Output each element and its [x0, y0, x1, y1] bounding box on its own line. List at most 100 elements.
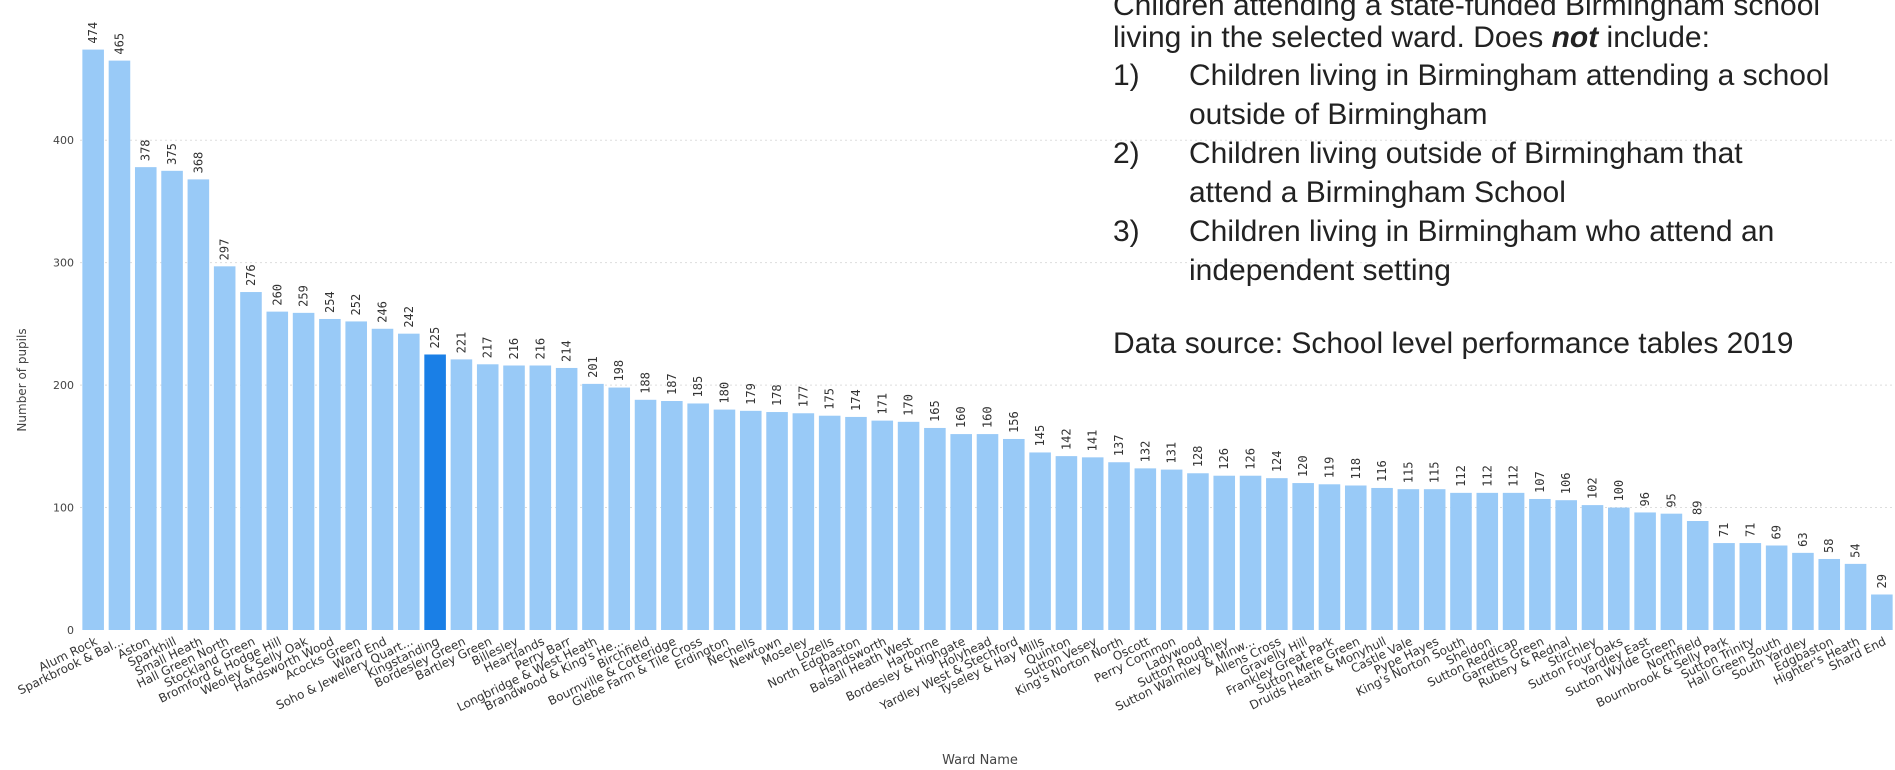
y-tick-label: 100 [53, 502, 74, 515]
bar[interactable] [1371, 487, 1393, 630]
bar[interactable] [634, 399, 657, 630]
y-tick-label: 300 [53, 257, 74, 270]
data-label: 179 [744, 383, 758, 405]
bar[interactable] [1765, 545, 1788, 630]
bar[interactable] [1844, 563, 1867, 630]
bar[interactable] [582, 383, 604, 630]
bar[interactable] [1634, 512, 1656, 630]
annotation-item-number: 3) [1113, 215, 1140, 248]
data-label: 126 [1217, 448, 1231, 470]
bar[interactable] [1213, 475, 1236, 630]
bar[interactable] [845, 416, 867, 630]
bar[interactable] [1581, 505, 1604, 630]
bar[interactable] [739, 410, 762, 630]
data-label: 216 [507, 338, 521, 360]
bar[interactable] [976, 434, 999, 630]
data-label: 112 [1480, 465, 1494, 487]
bar[interactable] [1318, 484, 1341, 630]
bar[interactable] [871, 420, 894, 630]
bar[interactable] [82, 49, 104, 630]
data-label: 170 [902, 394, 916, 416]
bar[interactable] [134, 167, 157, 630]
bar[interactable] [1134, 468, 1157, 630]
bar[interactable] [1686, 521, 1709, 630]
bar[interactable] [924, 427, 946, 630]
bar[interactable] [1660, 513, 1683, 630]
bar[interactable] [345, 321, 367, 630]
data-label: 156 [1007, 411, 1021, 433]
data-label: 246 [376, 301, 390, 323]
bar[interactable] [1502, 492, 1525, 630]
bar[interactable] [292, 312, 315, 630]
bar[interactable] [687, 403, 709, 630]
bar-highlighted[interactable] [424, 354, 446, 630]
data-label: 242 [402, 306, 416, 328]
bar[interactable] [371, 328, 394, 630]
bar[interactable] [897, 421, 920, 630]
bar[interactable] [1818, 558, 1841, 630]
data-label: 214 [560, 340, 574, 362]
bar[interactable] [1423, 489, 1446, 630]
bar[interactable] [1792, 552, 1814, 630]
annotation-item-number: 2) [1113, 137, 1140, 170]
bar[interactable] [1871, 594, 1893, 630]
bar[interactable] [1003, 438, 1025, 630]
bar[interactable] [1055, 456, 1078, 630]
bar[interactable] [529, 365, 552, 630]
bar[interactable] [950, 434, 972, 630]
annotation-intro-post: include: [1598, 21, 1710, 54]
bar[interactable] [818, 415, 841, 630]
annotation-intro-line2: living in the selected ward. Does not in… [1113, 18, 1893, 57]
bar[interactable] [240, 292, 262, 630]
data-label: 29 [1875, 574, 1889, 588]
bar[interactable] [1081, 457, 1104, 630]
bar[interactable] [608, 387, 631, 630]
data-label: 175 [823, 388, 837, 410]
bar[interactable] [1266, 478, 1288, 630]
bar[interactable] [1555, 500, 1577, 630]
bar[interactable] [476, 364, 499, 630]
bar[interactable] [1397, 489, 1420, 630]
bar[interactable] [1608, 507, 1630, 630]
bar[interactable] [1239, 475, 1262, 630]
data-label: 118 [1349, 458, 1363, 480]
annotation-item-text: Children living outside of Birmingham th… [1189, 137, 1743, 170]
bar[interactable] [766, 412, 788, 630]
bar[interactable] [1450, 492, 1472, 630]
bar[interactable] [1108, 462, 1130, 630]
annotation-item-text: Children living in Birmingham who attend… [1189, 215, 1775, 248]
data-label: 177 [796, 386, 810, 408]
bar[interactable] [398, 333, 420, 630]
data-label: 180 [717, 382, 731, 404]
bar[interactable] [266, 311, 289, 630]
bar[interactable] [713, 409, 736, 630]
bar[interactable] [1029, 452, 1051, 630]
bar[interactable] [792, 413, 815, 630]
bar[interactable] [1713, 543, 1735, 630]
annotation-item-text-cont: attend a Birmingham School [1189, 176, 1566, 209]
bar[interactable] [1476, 492, 1499, 630]
bar[interactable] [319, 318, 341, 630]
data-label: 160 [981, 406, 995, 428]
bar[interactable] [1187, 473, 1209, 630]
data-label: 259 [297, 285, 311, 307]
bar[interactable] [1160, 469, 1183, 630]
bar[interactable] [450, 359, 473, 630]
bar[interactable] [1529, 498, 1551, 630]
y-tick-label: 0 [67, 624, 74, 637]
data-label: 58 [1822, 539, 1836, 553]
bar[interactable] [161, 170, 183, 630]
y-tick-label: 400 [53, 134, 74, 147]
y-tick-label: 200 [53, 379, 74, 392]
bar[interactable] [1344, 485, 1367, 630]
data-label: 112 [1454, 465, 1468, 487]
bar[interactable] [503, 365, 525, 630]
bar[interactable] [1739, 543, 1762, 630]
bar[interactable] [213, 266, 236, 630]
bar[interactable] [108, 60, 131, 631]
bar[interactable] [661, 401, 683, 630]
bar[interactable] [187, 179, 210, 630]
bar[interactable] [555, 367, 578, 630]
bar[interactable] [1292, 483, 1314, 630]
